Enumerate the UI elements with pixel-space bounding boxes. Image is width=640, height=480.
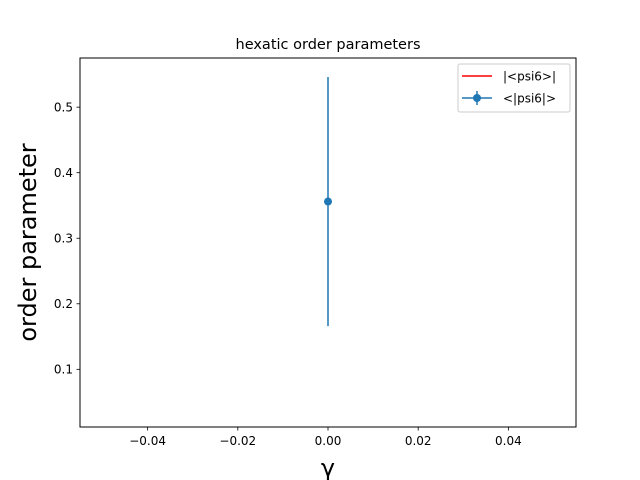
y-tick-label: 0.1 — [54, 363, 73, 377]
plot-area — [324, 77, 332, 327]
legend-swatch-marker — [473, 94, 481, 102]
x-tick-label: 0.04 — [495, 434, 522, 448]
x-axis: −0.04 −0.02 0.00 0.02 0.04 — [129, 427, 522, 448]
y-tick-label: 0.4 — [54, 166, 73, 180]
legend-label-psi6-abs-mean: |<psi6>| — [503, 70, 556, 84]
legend-label-psi6-mean-abs: <|psi6|> — [503, 92, 556, 106]
legend-swatch-psi6-mean-abs — [462, 91, 492, 105]
y-tick-label: 0.5 — [54, 100, 73, 114]
x-tick-label: −0.04 — [129, 434, 166, 448]
y-tick-label: 0.3 — [54, 232, 73, 246]
data-point — [324, 197, 332, 206]
y-tick-label: 0.2 — [54, 297, 73, 311]
y-axis: 0.1 0.2 0.3 0.4 0.5 — [54, 100, 80, 377]
x-tick-label: 0.02 — [405, 434, 432, 448]
legend: |<psi6>| <|psi6|> — [457, 63, 571, 113]
y-axis-label: order parameter — [14, 143, 42, 341]
x-axis-label: γ — [321, 454, 335, 480]
x-tick-label: −0.02 — [219, 434, 256, 448]
x-tick-label: 0.00 — [315, 434, 342, 448]
chart-title: hexatic order parameters — [236, 37, 421, 53]
